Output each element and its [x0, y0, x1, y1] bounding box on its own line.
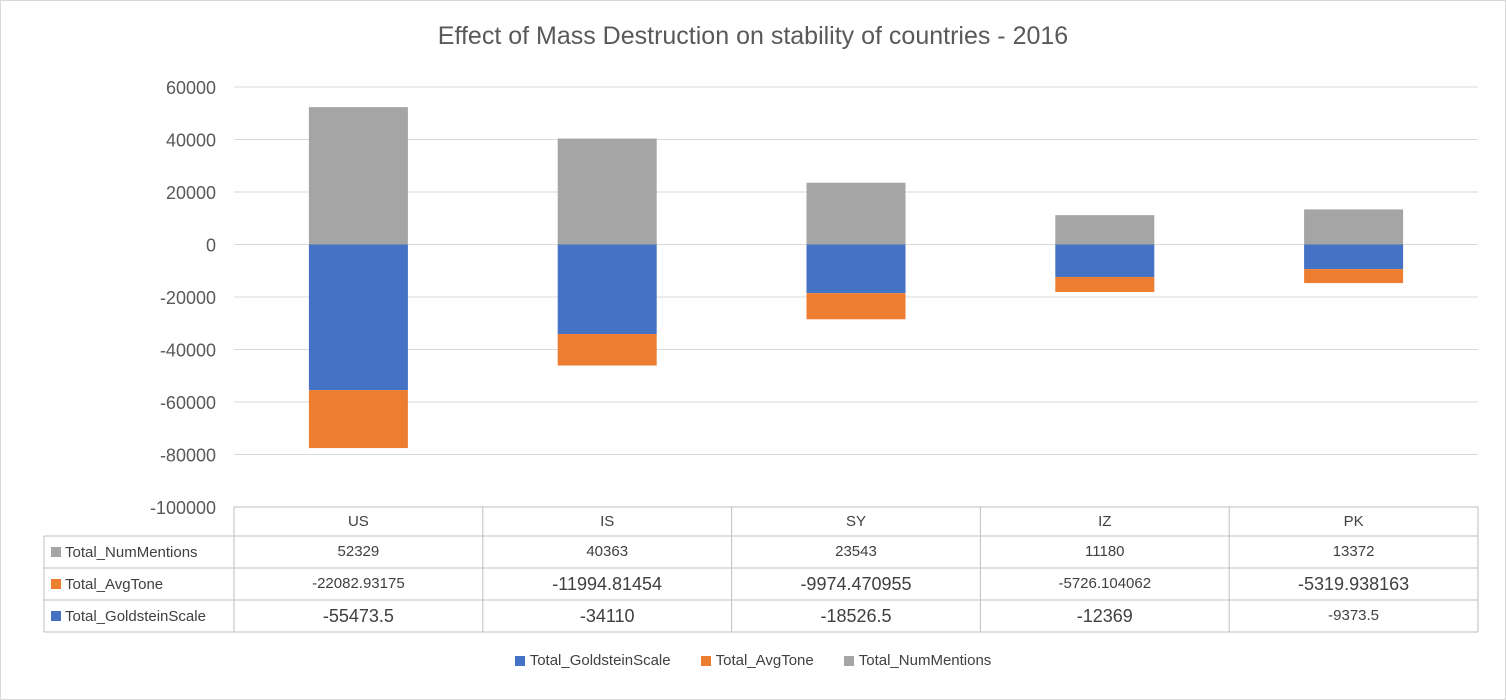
y-tick-label: -40000 — [160, 341, 216, 361]
data-label: 40363 — [586, 543, 629, 560]
series-swatch — [51, 611, 61, 621]
bar — [1055, 215, 1155, 245]
y-axis-ticks: 60000 40000 20000 0 -20000 -40000 -60000 -80000… — [150, 78, 216, 518]
data-label: -9373.5 — [1328, 607, 1380, 624]
series-name: Total_AvgTone — [65, 575, 164, 593]
bar — [1304, 209, 1404, 245]
y-tick-label: -100000 — [150, 498, 216, 518]
series-name: Total_NumMentions — [65, 543, 198, 561]
bar — [557, 244, 657, 335]
bar — [557, 138, 657, 245]
category-label: US — [347, 513, 369, 530]
data-table-row-nummentions: Total_NumMentions 52329 40363 23543 1118… — [44, 536, 1478, 568]
bars — [308, 107, 1404, 449]
legend-swatch — [843, 655, 854, 666]
legend-item-goldstein: Total_GoldsteinScale — [514, 652, 671, 669]
data-label: -11994.81454 — [552, 574, 663, 594]
bar — [806, 182, 906, 245]
y-tick-label: -60000 — [160, 393, 216, 413]
bar — [1055, 276, 1155, 292]
data-label: 11180 — [1085, 543, 1125, 560]
data-table-category-row: US IS SY IZ PK — [234, 508, 1478, 536]
data-label: -12369 — [1076, 606, 1133, 626]
data-label: -34110 — [579, 606, 635, 626]
category-label: PK — [1343, 513, 1364, 530]
bar — [1055, 244, 1155, 277]
series-swatch — [51, 579, 61, 589]
bar — [1304, 269, 1404, 284]
y-tick-label: -80000 — [160, 446, 216, 466]
data-table-row-avgtone: Total_AvgTone -22082.93175 -11994.81454 … — [44, 568, 1478, 600]
data-table-series-key: Total_GoldsteinScale — [44, 600, 234, 632]
data-label: -55473.5 — [322, 606, 394, 626]
legend-label: Total_GoldsteinScale — [529, 652, 671, 669]
data-label: 13372 — [1332, 543, 1375, 560]
bar — [308, 390, 408, 449]
y-tick-label: 40000 — [166, 131, 216, 151]
bar — [557, 334, 657, 366]
data-table-grid — [43, 506, 1479, 633]
legend-item-avgtone: Total_AvgTone — [700, 652, 814, 669]
y-tick-label: -20000 — [160, 288, 216, 308]
bar — [806, 293, 906, 320]
data-label: -9974.470955 — [800, 574, 912, 594]
category-label: IZ — [1098, 513, 1112, 530]
data-table-row-goldstein: Total_GoldsteinScale -55473.5 -34110 -18… — [44, 600, 1478, 632]
bar — [308, 107, 408, 245]
bar — [1304, 244, 1404, 270]
data-label: -22082.93175 — [312, 575, 405, 592]
legend: Total_GoldsteinScale Total_AvgTone Total… — [0, 652, 1506, 669]
data-label: -5726.104062 — [1058, 575, 1152, 592]
data-label: -18526.5 — [820, 606, 892, 626]
category-label: IS — [600, 513, 615, 530]
bar — [308, 244, 408, 391]
data-table-series-key: Total_AvgTone — [44, 568, 234, 600]
legend-swatch — [514, 655, 525, 666]
y-tick-label: 60000 — [166, 78, 216, 98]
data-table-series-key: Total_NumMentions — [44, 536, 234, 568]
category-label: SY — [845, 513, 866, 530]
bar — [806, 244, 906, 294]
y-tick-label: 20000 — [166, 183, 216, 203]
legend-swatch — [700, 655, 711, 666]
legend-label: Total_NumMentions — [858, 652, 992, 669]
chart-title: Effect of Mass Destruction on stability … — [437, 22, 1069, 50]
data-label: 23543 — [835, 543, 877, 560]
legend-item-nummentions: Total_NumMentions — [843, 652, 992, 669]
legend-label: Total_AvgTone — [715, 652, 814, 669]
series-swatch — [51, 547, 61, 557]
y-tick-label: 0 — [206, 236, 216, 256]
data-label: -5319.938163 — [1298, 574, 1410, 594]
data-label: 52329 — [337, 543, 380, 560]
series-name: Total_GoldsteinScale — [65, 607, 206, 625]
